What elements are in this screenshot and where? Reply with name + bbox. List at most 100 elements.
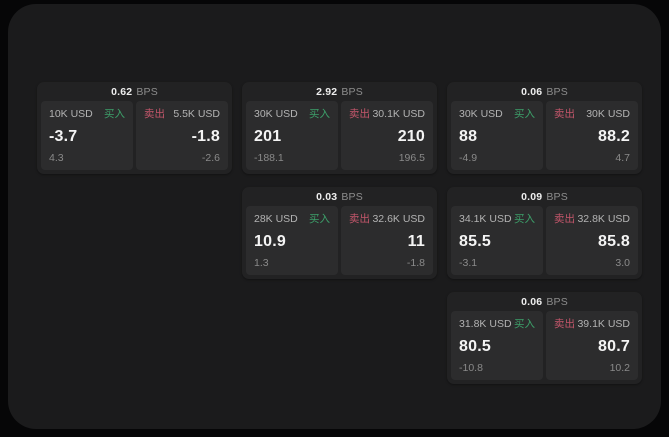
- sell-label[interactable]: 卖出: [349, 108, 370, 120]
- sell-price-value: 80.7: [598, 337, 630, 355]
- sell-amount-label: 39.1K USD: [577, 318, 630, 330]
- sell-side-top-row: 卖出 32.6K USD: [349, 213, 425, 225]
- buy-price-value: -3.7: [49, 127, 78, 145]
- quote-card[interactable]: 0.06 BPS 31.8K USD 买入 80.5 -10.8 卖出 39.1…: [447, 292, 642, 384]
- quote-card[interactable]: 2.92 BPS 30K USD 买入 201 -188.1 卖出 30.1K …: [242, 82, 437, 174]
- bps-value: 2.92: [316, 85, 338, 98]
- sell-price-value: -1.8: [191, 127, 220, 145]
- sell-amount-label: 30K USD: [586, 108, 630, 120]
- sell-label[interactable]: 卖出: [144, 108, 165, 120]
- buy-delta-value: -3.1: [459, 257, 478, 269]
- sell-delta-value: 10.2: [609, 362, 630, 374]
- sell-label[interactable]: 卖出: [554, 108, 575, 120]
- bps-value: 0.06: [521, 85, 543, 98]
- card-body: 34.1K USD 买入 85.5 -3.1 卖出 32.8K USD 85.8…: [451, 206, 638, 275]
- bps-value: 0.62: [111, 85, 133, 98]
- sell-amount-label: 30.1K USD: [372, 108, 425, 120]
- bps-unit-label: BPS: [136, 85, 158, 98]
- card-header: 2.92 BPS: [246, 82, 433, 101]
- buy-amount-label: 28K USD: [254, 213, 298, 225]
- sell-price-value: 85.8: [598, 232, 630, 250]
- sell-amount-label: 5.5K USD: [173, 108, 220, 120]
- sell-side-top-row: 卖出 30.1K USD: [349, 108, 425, 120]
- buy-label[interactable]: 买入: [309, 108, 330, 120]
- buy-amount-label: 30K USD: [459, 108, 503, 120]
- sell-side-top-row: 卖出 32.8K USD: [554, 213, 630, 225]
- buy-side-top-row: 31.8K USD 买入: [459, 318, 535, 330]
- buy-label[interactable]: 买入: [514, 318, 535, 330]
- bps-unit-label: BPS: [546, 85, 568, 98]
- sell-side-top-row: 卖出 30K USD: [554, 108, 630, 120]
- sell-amount-label: 32.6K USD: [372, 213, 425, 225]
- bps-value: 0.03: [316, 190, 338, 203]
- sell-side-panel[interactable]: 卖出 30.1K USD 210 196.5: [341, 101, 433, 170]
- card-body: 10K USD 买入 -3.7 4.3 卖出 5.5K USD -1.8 -2.…: [41, 101, 228, 170]
- buy-label[interactable]: 买入: [104, 108, 125, 120]
- main-panel: 0.62 BPS 10K USD 买入 -3.7 4.3 卖出 5.5K USD…: [8, 4, 661, 429]
- buy-delta-value: -188.1: [254, 152, 284, 164]
- buy-amount-label: 30K USD: [254, 108, 298, 120]
- buy-amount-label: 31.8K USD: [459, 318, 512, 330]
- card-body: 28K USD 买入 10.9 1.3 卖出 32.6K USD 11 -1.8: [246, 206, 433, 275]
- buy-amount-label: 10K USD: [49, 108, 93, 120]
- buy-side-panel[interactable]: 30K USD 买入 88 -4.9: [451, 101, 543, 170]
- card-header: 0.03 BPS: [246, 187, 433, 206]
- bps-unit-label: BPS: [546, 190, 568, 203]
- buy-price-value: 80.5: [459, 337, 491, 355]
- buy-price-value: 85.5: [459, 232, 491, 250]
- sell-side-panel[interactable]: 卖出 5.5K USD -1.8 -2.6: [136, 101, 228, 170]
- buy-delta-value: 4.3: [49, 152, 64, 164]
- quote-card[interactable]: 0.03 BPS 28K USD 买入 10.9 1.3 卖出 32.6K US…: [242, 187, 437, 279]
- sell-delta-value: 3.0: [615, 257, 630, 269]
- sell-side-panel[interactable]: 卖出 30K USD 88.2 4.7: [546, 101, 638, 170]
- sell-side-top-row: 卖出 39.1K USD: [554, 318, 630, 330]
- buy-side-panel[interactable]: 10K USD 买入 -3.7 4.3: [41, 101, 133, 170]
- buy-side-panel[interactable]: 34.1K USD 买入 85.5 -3.1: [451, 206, 543, 275]
- buy-side-panel[interactable]: 31.8K USD 买入 80.5 -10.8: [451, 311, 543, 380]
- bps-unit-label: BPS: [341, 190, 363, 203]
- buy-amount-label: 34.1K USD: [459, 213, 512, 225]
- sell-label[interactable]: 卖出: [349, 213, 370, 225]
- buy-side-panel[interactable]: 30K USD 买入 201 -188.1: [246, 101, 338, 170]
- card-header: 0.06 BPS: [451, 82, 638, 101]
- quote-card[interactable]: 0.62 BPS 10K USD 买入 -3.7 4.3 卖出 5.5K USD…: [37, 82, 232, 174]
- sell-delta-value: -1.8: [406, 257, 425, 269]
- buy-label[interactable]: 买入: [309, 213, 330, 225]
- sell-delta-value: 4.7: [615, 152, 630, 164]
- buy-price-value: 201: [254, 127, 282, 145]
- sell-side-panel[interactable]: 卖出 32.6K USD 11 -1.8: [341, 206, 433, 275]
- buy-delta-value: -10.8: [459, 362, 483, 374]
- buy-side-top-row: 28K USD 买入: [254, 213, 330, 225]
- buy-price-value: 10.9: [254, 232, 286, 250]
- buy-side-top-row: 30K USD 买入: [254, 108, 330, 120]
- sell-side-panel[interactable]: 卖出 32.8K USD 85.8 3.0: [546, 206, 638, 275]
- buy-side-top-row: 10K USD 买入: [49, 108, 125, 120]
- card-body: 31.8K USD 买入 80.5 -10.8 卖出 39.1K USD 80.…: [451, 311, 638, 380]
- buy-label[interactable]: 买入: [514, 213, 535, 225]
- sell-side-panel[interactable]: 卖出 39.1K USD 80.7 10.2: [546, 311, 638, 380]
- buy-side-top-row: 30K USD 买入: [459, 108, 535, 120]
- buy-label[interactable]: 买入: [514, 108, 535, 120]
- card-body: 30K USD 买入 201 -188.1 卖出 30.1K USD 210 1…: [246, 101, 433, 170]
- buy-price-value: 88: [459, 127, 478, 145]
- sell-label[interactable]: 卖出: [554, 318, 575, 330]
- sell-delta-value: 196.5: [398, 152, 425, 164]
- sell-label[interactable]: 卖出: [554, 213, 575, 225]
- card-header: 0.62 BPS: [41, 82, 228, 101]
- sell-price-value: 210: [397, 127, 425, 145]
- sell-price-value: 88.2: [598, 127, 630, 145]
- buy-delta-value: 1.3: [254, 257, 269, 269]
- buy-delta-value: -4.9: [459, 152, 478, 164]
- bps-unit-label: BPS: [341, 85, 363, 98]
- bps-value: 0.09: [521, 190, 543, 203]
- quote-card[interactable]: 0.06 BPS 30K USD 买入 88 -4.9 卖出 30K USD 8…: [447, 82, 642, 174]
- buy-side-top-row: 34.1K USD 买入: [459, 213, 535, 225]
- sell-delta-value: -2.6: [201, 152, 220, 164]
- quote-card[interactable]: 0.09 BPS 34.1K USD 买入 85.5 -3.1 卖出 32.8K…: [447, 187, 642, 279]
- sell-side-top-row: 卖出 5.5K USD: [144, 108, 220, 120]
- card-header: 0.06 BPS: [451, 292, 638, 311]
- buy-side-panel[interactable]: 28K USD 买入 10.9 1.3: [246, 206, 338, 275]
- bps-value: 0.06: [521, 295, 543, 308]
- card-body: 30K USD 买入 88 -4.9 卖出 30K USD 88.2 4.7: [451, 101, 638, 170]
- bps-unit-label: BPS: [546, 295, 568, 308]
